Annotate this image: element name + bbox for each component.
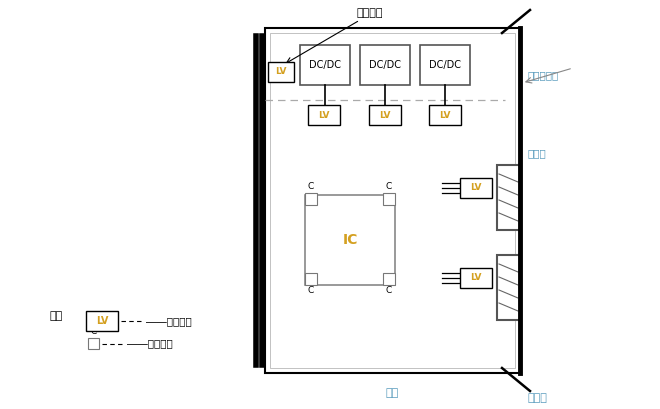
Text: 电源输入: 电源输入 [357, 8, 383, 18]
Bar [305, 193, 317, 205]
Text: 注：: 注： [50, 311, 63, 321]
Bar [360, 45, 410, 85]
Bar [308, 105, 340, 125]
Text: ――去耦电容: ――去耦电容 [127, 339, 173, 348]
Text: C: C [308, 182, 314, 191]
Text: C: C [386, 286, 392, 295]
Text: DC/DC: DC/DC [309, 60, 341, 70]
Text: LV: LV [275, 67, 286, 76]
Text: 母板: 母板 [386, 388, 399, 398]
Bar [383, 273, 395, 285]
Text: DC/DC: DC/DC [369, 60, 401, 70]
Text: LV: LV [96, 316, 108, 326]
Text: LV: LV [318, 110, 330, 119]
Bar [369, 105, 401, 125]
Text: 隔离过孔带: 隔离过孔带 [528, 70, 559, 80]
Text: LV: LV [440, 110, 451, 119]
Bar [268, 62, 294, 82]
Text: 拉手条: 拉手条 [528, 393, 548, 403]
Text: C: C [90, 327, 96, 336]
Bar [429, 105, 461, 125]
Text: ――滤波单元: ――滤波单元 [146, 316, 192, 326]
Bar [270, 33, 515, 368]
Bar [88, 338, 99, 349]
Bar [497, 255, 520, 320]
Text: C: C [308, 286, 314, 295]
Text: LV: LV [470, 184, 482, 193]
Text: LV: LV [470, 274, 482, 283]
Text: DC/DC: DC/DC [429, 60, 461, 70]
Text: LV: LV [379, 110, 391, 119]
Bar [86, 311, 118, 331]
Bar [300, 45, 350, 85]
Bar [497, 165, 520, 230]
Bar [265, 28, 520, 373]
Text: 连接器: 连接器 [528, 148, 546, 158]
Text: IC: IC [343, 233, 358, 247]
Bar [460, 268, 492, 288]
Text: C: C [386, 182, 392, 191]
Bar [305, 273, 317, 285]
Bar [420, 45, 470, 85]
Bar [460, 178, 492, 198]
Bar [383, 193, 395, 205]
Bar [305, 195, 395, 285]
